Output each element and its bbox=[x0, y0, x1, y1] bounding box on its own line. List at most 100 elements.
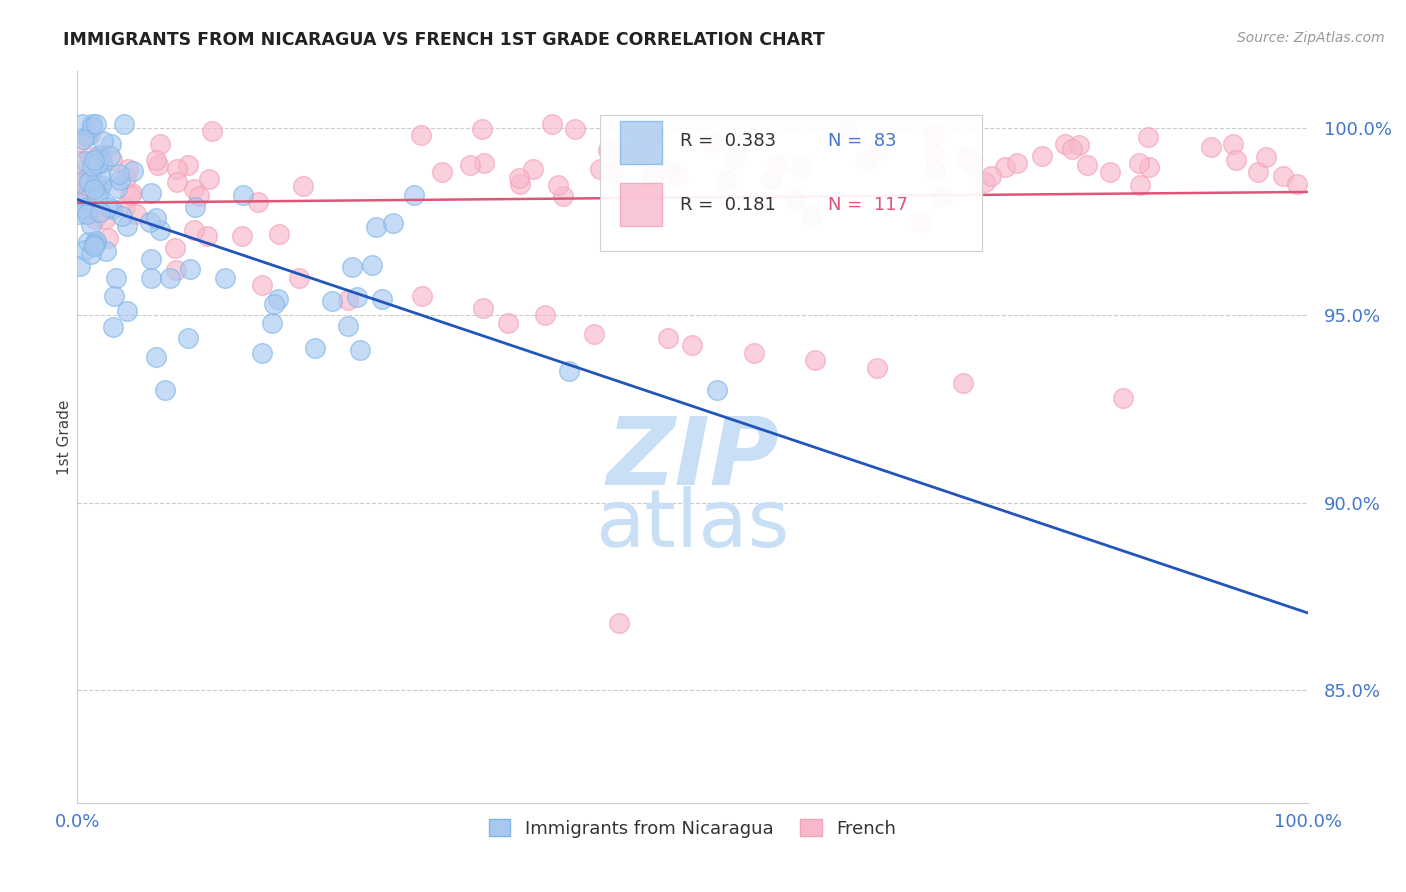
Point bbox=[1129, 178, 1152, 193]
Point bbox=[67, 195, 90, 210]
Point bbox=[83, 181, 105, 195]
Point bbox=[97, 200, 120, 214]
Point bbox=[153, 383, 176, 397]
Point bbox=[91, 148, 114, 162]
Point bbox=[800, 209, 823, 223]
Point bbox=[231, 229, 253, 244]
Point bbox=[101, 319, 124, 334]
Point bbox=[214, 270, 236, 285]
Point bbox=[657, 331, 679, 345]
Point bbox=[564, 122, 586, 136]
Point bbox=[183, 223, 205, 237]
Point bbox=[232, 188, 254, 202]
Point bbox=[1053, 137, 1076, 152]
Point bbox=[101, 202, 124, 217]
Point bbox=[111, 209, 134, 223]
Point bbox=[973, 176, 995, 190]
Point bbox=[84, 236, 107, 251]
Point bbox=[472, 301, 495, 315]
Point bbox=[105, 181, 128, 195]
Point bbox=[122, 164, 145, 178]
Point bbox=[84, 234, 107, 248]
Point bbox=[1286, 177, 1309, 191]
Point bbox=[960, 157, 983, 171]
Point bbox=[70, 188, 93, 202]
Point bbox=[666, 169, 689, 183]
Point bbox=[837, 123, 859, 137]
Point bbox=[994, 160, 1017, 174]
Point bbox=[141, 252, 163, 266]
Point bbox=[250, 345, 273, 359]
Point bbox=[742, 345, 765, 359]
Point bbox=[114, 200, 136, 214]
Point bbox=[472, 156, 495, 170]
Point bbox=[1128, 156, 1150, 170]
Point bbox=[1137, 161, 1160, 175]
Point bbox=[866, 360, 889, 375]
Point bbox=[145, 153, 167, 167]
Point bbox=[105, 270, 128, 285]
FancyBboxPatch shape bbox=[620, 183, 662, 227]
Point bbox=[1247, 165, 1270, 179]
Point bbox=[1222, 136, 1244, 151]
Point bbox=[69, 177, 91, 191]
Point bbox=[785, 192, 807, 206]
Point bbox=[115, 304, 138, 318]
Point bbox=[69, 175, 91, 189]
Point bbox=[93, 134, 115, 148]
Point bbox=[1098, 164, 1121, 178]
Point bbox=[723, 152, 745, 166]
Point bbox=[371, 293, 394, 307]
Point bbox=[84, 117, 107, 131]
Point bbox=[304, 342, 326, 356]
Point bbox=[73, 201, 96, 215]
Point bbox=[924, 162, 946, 177]
Point bbox=[98, 148, 121, 162]
Point bbox=[112, 117, 135, 131]
Point bbox=[139, 270, 162, 285]
Point bbox=[262, 317, 284, 331]
Point bbox=[86, 157, 108, 171]
Point bbox=[321, 293, 343, 308]
Point bbox=[89, 205, 111, 219]
Point bbox=[188, 188, 211, 202]
Text: atlas: atlas bbox=[595, 486, 790, 564]
Point bbox=[1112, 391, 1135, 405]
Point bbox=[1199, 140, 1222, 154]
Point bbox=[117, 219, 139, 233]
Point bbox=[86, 178, 108, 192]
Point bbox=[90, 156, 112, 170]
Point bbox=[69, 260, 91, 274]
Point bbox=[117, 161, 139, 176]
Point bbox=[124, 207, 146, 221]
Point bbox=[176, 159, 198, 173]
Point bbox=[141, 186, 163, 201]
Point bbox=[980, 169, 1002, 184]
Point bbox=[145, 211, 167, 226]
Point bbox=[1062, 142, 1084, 156]
Point bbox=[82, 202, 104, 217]
Text: Source: ZipAtlas.com: Source: ZipAtlas.com bbox=[1237, 31, 1385, 45]
Point bbox=[458, 158, 481, 172]
Point bbox=[1137, 129, 1160, 144]
Point bbox=[101, 153, 124, 167]
Point bbox=[607, 615, 630, 630]
Point bbox=[658, 164, 681, 178]
Point bbox=[1067, 138, 1090, 153]
Point bbox=[522, 162, 544, 177]
Text: IMMIGRANTS FROM NICARAGUA VS FRENCH 1ST GRADE CORRELATION CHART: IMMIGRANTS FROM NICARAGUA VS FRENCH 1ST … bbox=[63, 31, 825, 49]
Point bbox=[765, 157, 787, 171]
Point bbox=[166, 175, 188, 189]
Point bbox=[411, 289, 433, 303]
Point bbox=[87, 189, 110, 203]
Point bbox=[509, 177, 531, 191]
Point bbox=[80, 218, 103, 232]
Point bbox=[79, 127, 101, 141]
Point bbox=[84, 211, 107, 226]
Point bbox=[108, 173, 131, 187]
Point bbox=[910, 214, 932, 228]
Point bbox=[198, 172, 221, 186]
Point bbox=[346, 290, 368, 304]
Point bbox=[75, 177, 97, 191]
Point bbox=[638, 132, 661, 146]
